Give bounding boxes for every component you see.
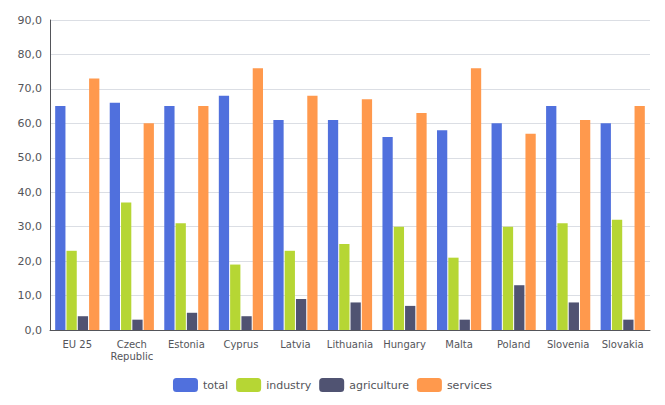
svg-text:Czech: Czech <box>117 339 147 350</box>
svg-text:10,0: 10,0 <box>18 289 43 302</box>
svg-text:total: total <box>203 379 228 392</box>
svg-text:50,0: 50,0 <box>18 151 43 164</box>
svg-text:90,0: 90,0 <box>18 14 43 27</box>
svg-text:Slovakia: Slovakia <box>602 339 644 350</box>
svg-text:30,0: 30,0 <box>18 220 43 233</box>
svg-text:20,0: 20,0 <box>18 255 43 268</box>
svg-text:Republic: Republic <box>110 351 153 362</box>
svg-text:Cyprus: Cyprus <box>223 339 258 350</box>
svg-text:Malta: Malta <box>445 339 473 350</box>
svg-text:services: services <box>447 379 492 392</box>
svg-text:Hungary: Hungary <box>383 339 426 350</box>
svg-text:Slovenia: Slovenia <box>547 339 590 350</box>
svg-text:80,0: 80,0 <box>18 48 43 61</box>
svg-text:agriculture: agriculture <box>349 379 409 392</box>
svg-text:60,0: 60,0 <box>18 117 43 130</box>
svg-text:0,0: 0,0 <box>25 324 43 337</box>
svg-text:Estonia: Estonia <box>168 339 205 350</box>
svg-text:Latvia: Latvia <box>280 339 310 350</box>
svg-text:Lithuania: Lithuania <box>327 339 373 350</box>
svg-text:40,0: 40,0 <box>18 186 43 199</box>
svg-text:Poland: Poland <box>497 339 530 350</box>
svg-text:70,0: 70,0 <box>18 82 43 95</box>
svg-text:industry: industry <box>266 379 312 392</box>
svg-text:EU 25: EU 25 <box>62 339 92 350</box>
